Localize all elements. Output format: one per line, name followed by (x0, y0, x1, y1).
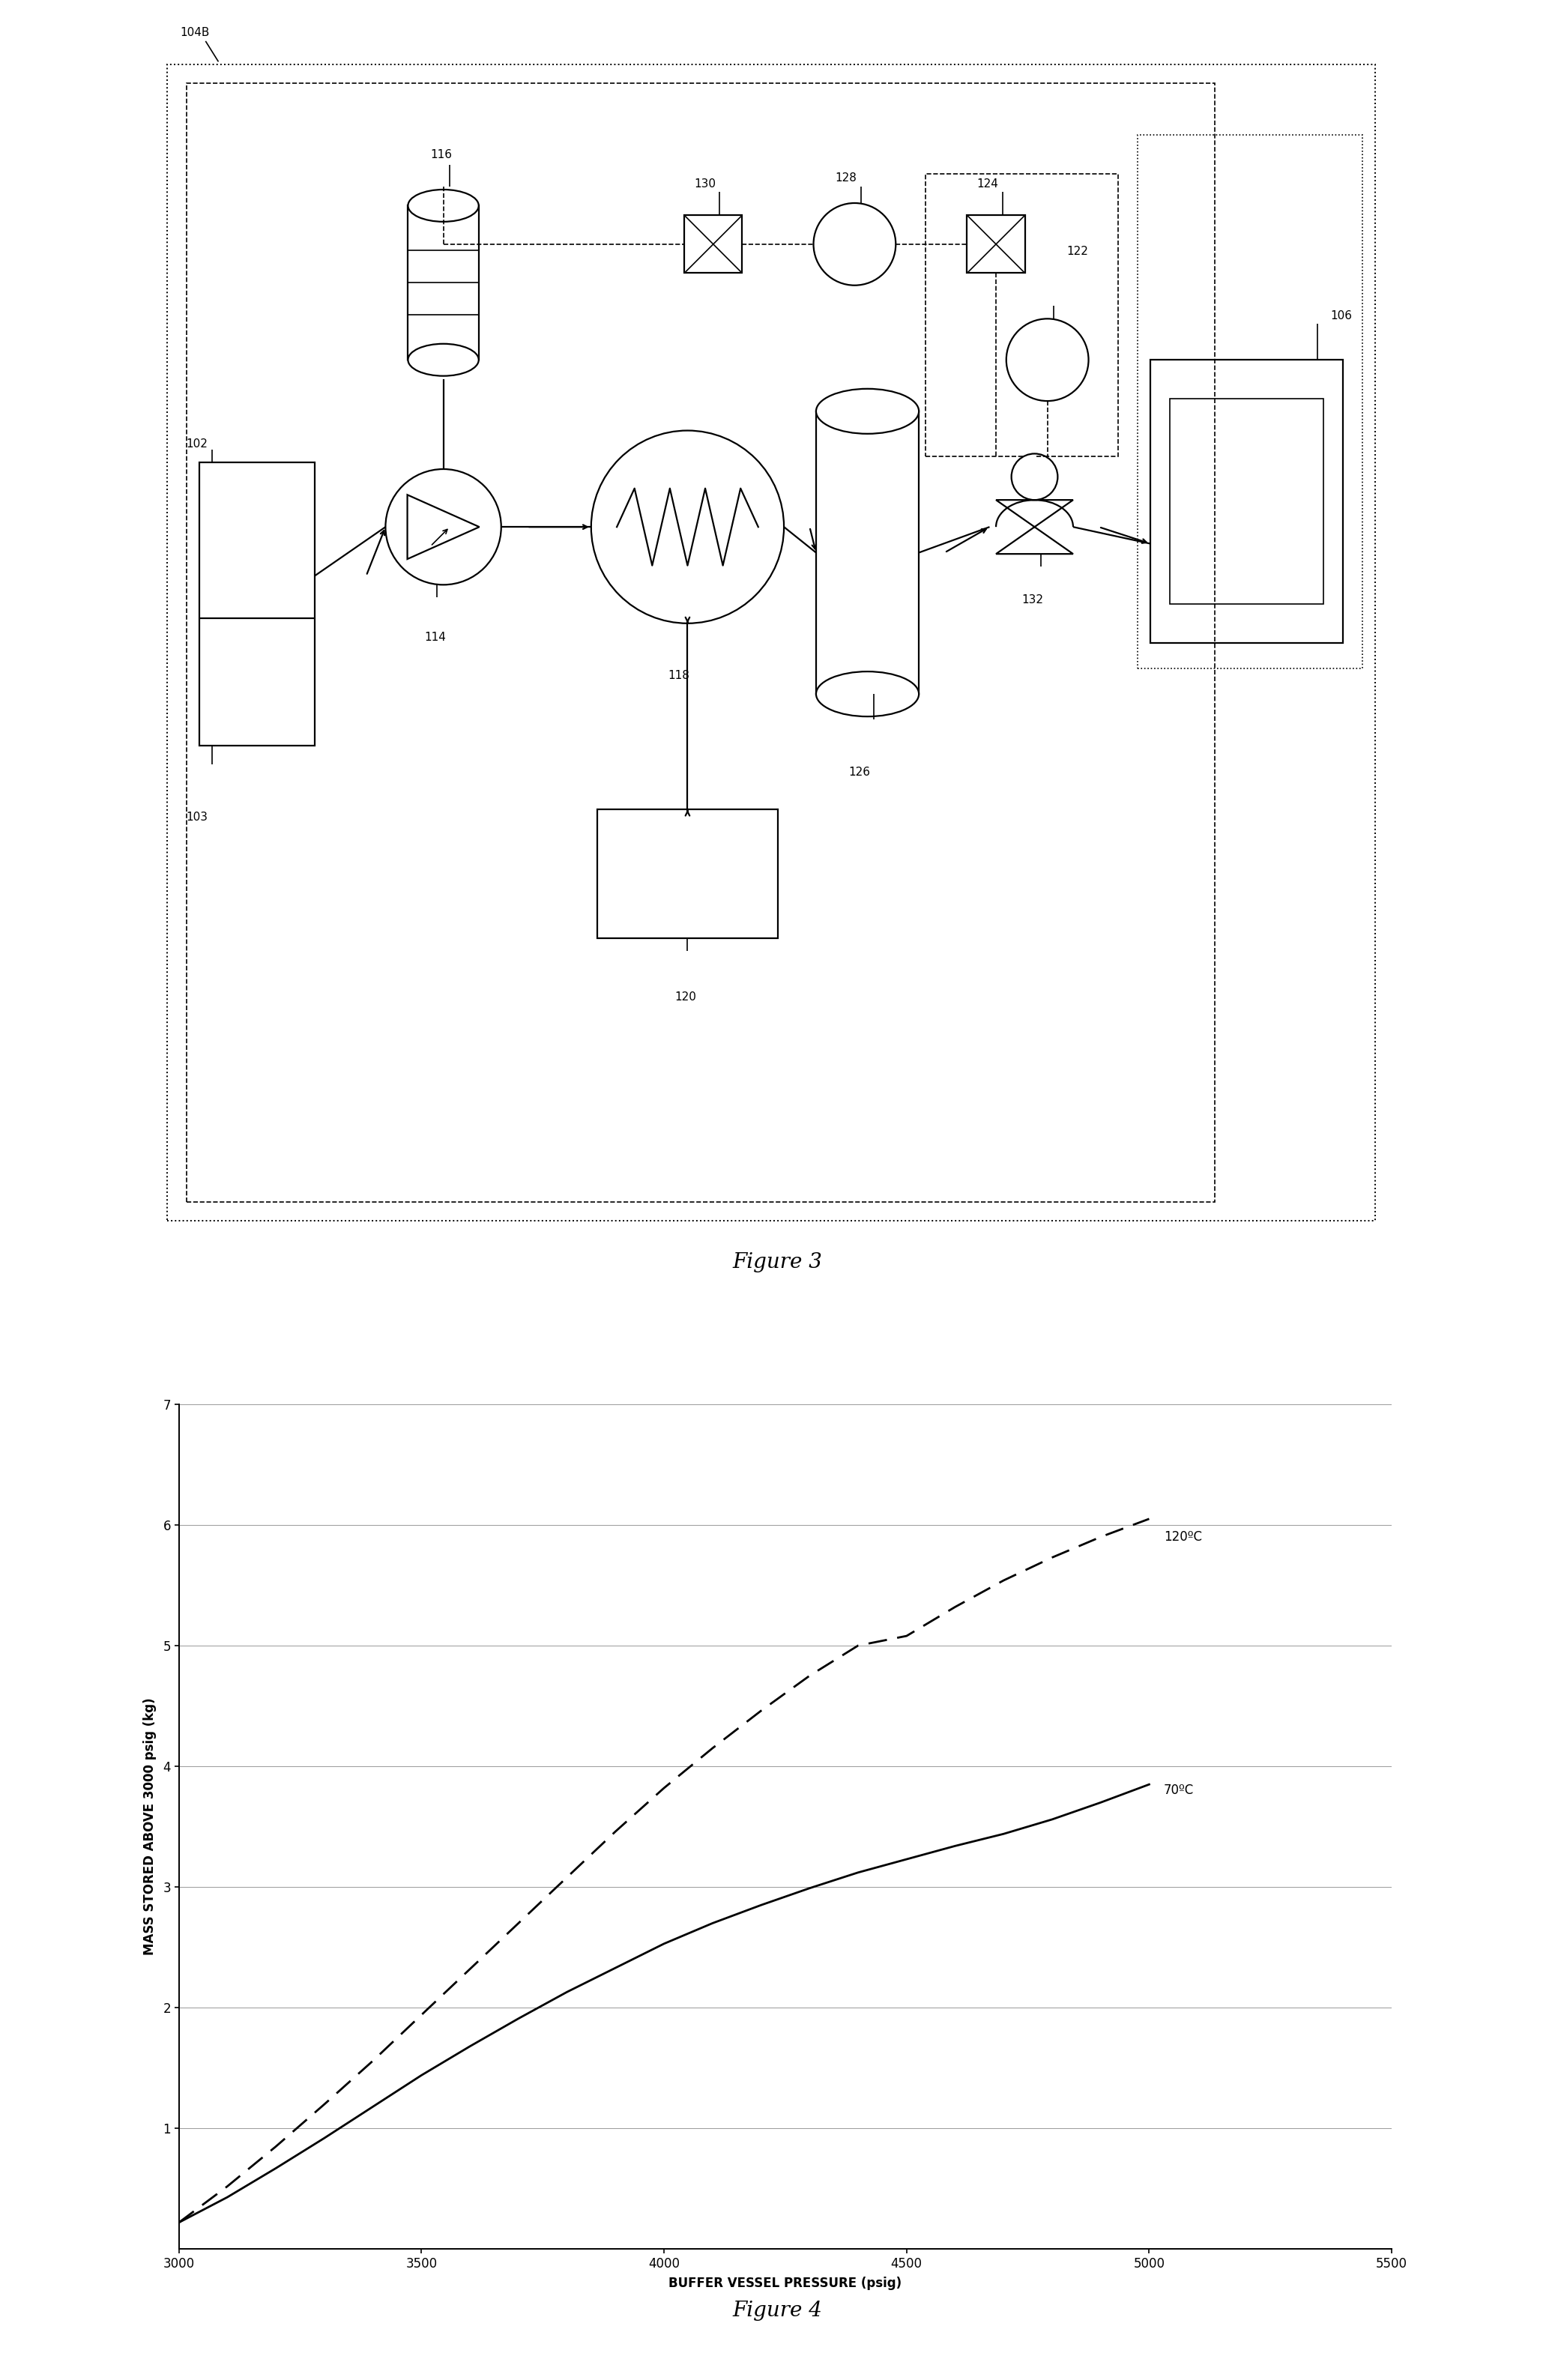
Bar (967, 214, 1025, 274)
Circle shape (386, 469, 501, 585)
Circle shape (1011, 455, 1057, 500)
Text: 70ºC: 70ºC (1163, 1783, 1194, 1797)
Text: 103: 103 (187, 812, 208, 823)
Text: 114: 114 (425, 631, 446, 643)
Bar (925, 174, 1118, 457)
Text: 132: 132 (1022, 595, 1043, 605)
Bar (1151, 359, 1344, 643)
Bar (597, 809, 778, 938)
Text: 116: 116 (431, 150, 453, 162)
Ellipse shape (407, 190, 479, 221)
Text: 118: 118 (669, 669, 690, 681)
Text: 104B: 104B (180, 26, 210, 38)
Text: 128: 128 (835, 171, 857, 183)
Ellipse shape (816, 388, 919, 433)
Bar (816, 412, 919, 695)
Text: 120: 120 (675, 990, 697, 1002)
Text: 122: 122 (1067, 245, 1088, 257)
Bar (1169, 397, 1323, 605)
Circle shape (813, 202, 896, 286)
Text: Figure 4: Figure 4 (732, 2299, 823, 2320)
Y-axis label: MASS STORED ABOVE 3000 psig (kg): MASS STORED ABOVE 3000 psig (kg) (143, 1697, 157, 1956)
Text: 102: 102 (187, 438, 208, 450)
Bar (684, 214, 742, 274)
Text: 120ºC: 120ºC (1163, 1530, 1202, 1545)
Text: Figure 3: Figure 3 (732, 1252, 823, 1273)
Circle shape (1006, 319, 1088, 400)
Text: 106: 106 (1330, 309, 1351, 321)
Text: 130: 130 (694, 178, 715, 190)
Text: 124: 124 (977, 178, 998, 190)
Text: 126: 126 (847, 766, 869, 778)
Ellipse shape (407, 343, 479, 376)
Bar (407, 205, 479, 359)
Bar (187, 83, 1214, 1202)
Circle shape (591, 431, 784, 624)
Bar (1137, 136, 1362, 669)
Bar (199, 462, 314, 745)
Ellipse shape (816, 671, 919, 716)
X-axis label: BUFFER VESSEL PRESSURE (psig): BUFFER VESSEL PRESSURE (psig) (669, 2278, 902, 2290)
